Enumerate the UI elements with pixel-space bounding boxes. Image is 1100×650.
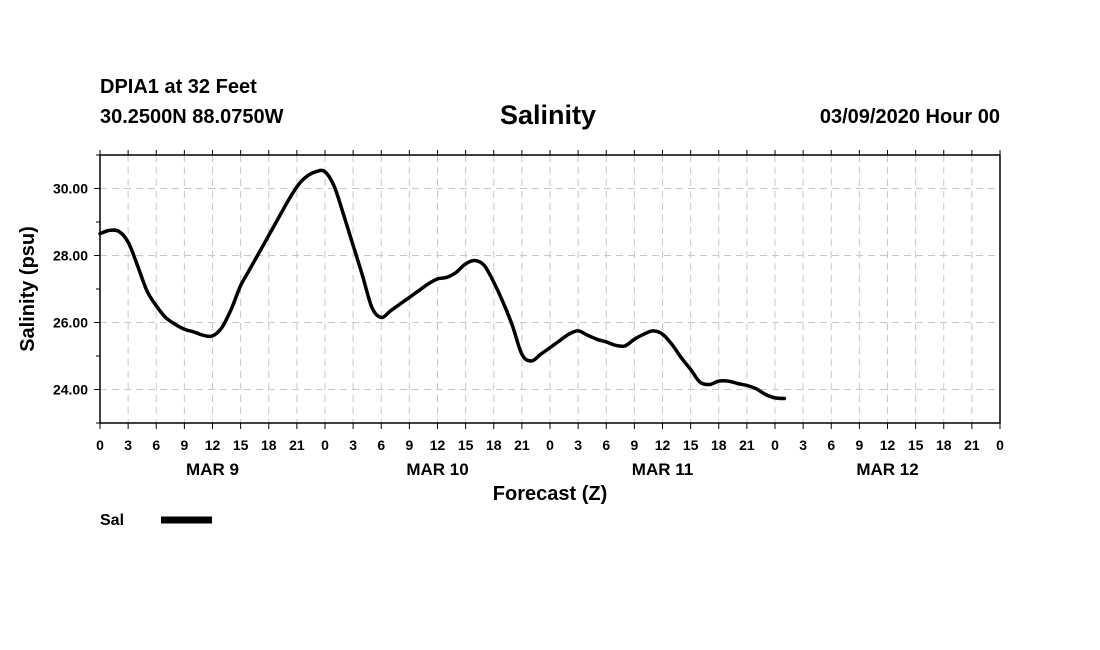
x-tick-label: 15 — [458, 437, 474, 453]
x-tick-label: 0 — [546, 437, 554, 453]
day-label: MAR 12 — [856, 460, 918, 479]
x-tick-label: 18 — [261, 437, 277, 453]
coordinates-label: 30.2500N 88.0750W — [100, 106, 284, 128]
x-tick-label: 21 — [739, 437, 755, 453]
plot-frame — [99, 154, 1001, 424]
series-layer — [98, 168, 787, 401]
x-tick-label: 15 — [683, 437, 699, 453]
x-tick-label: 18 — [486, 437, 502, 453]
chart-title: Salinity — [500, 100, 597, 130]
y-tick-label: 24.00 — [53, 382, 88, 398]
y-tick-label: 28.00 — [53, 248, 88, 264]
forecast-datetime: 03/09/2020 Hour 00 — [819, 106, 1000, 128]
station-label: DPIA1 at 32 Feet — [100, 76, 257, 98]
x-tick-labels: 0 3 6 9 12 15 18 21 0 3 6 9 12 15 18 21 0 3 6 9 12 15 18 21 0 3 6 9… — [96, 437, 1004, 453]
x-tick-label: 9 — [855, 437, 863, 453]
x-tick-label: 3 — [574, 437, 582, 453]
x-tick-label: 9 — [630, 437, 638, 453]
y-tick-labels: 24.00 26.00 28.00 30.00 — [53, 181, 88, 398]
x-tick-label: 0 — [96, 437, 104, 453]
x-tick-label: 9 — [405, 437, 413, 453]
x-tick-label: 6 — [377, 437, 385, 453]
x-tick-label: 0 — [996, 437, 1004, 453]
y-tick-label: 26.00 — [53, 315, 88, 331]
legend-label: Sal — [100, 512, 124, 529]
x-tick-label: 12 — [655, 437, 671, 453]
x-tick-label: 12 — [880, 437, 896, 453]
day-label: MAR 11 — [632, 460, 693, 479]
x-tick-label: 21 — [514, 437, 530, 453]
x-tick-label: 18 — [711, 437, 727, 453]
x-tick-label: 6 — [827, 437, 835, 453]
x-tick-label: 12 — [430, 437, 446, 453]
x-tick-label: 6 — [152, 437, 160, 453]
day-label: MAR 9 — [186, 460, 239, 479]
x-axis-title: Forecast (Z) — [493, 483, 607, 505]
x-tick-label: 0 — [321, 437, 329, 453]
x-tick-label: 3 — [349, 437, 357, 453]
x-tick-label: 21 — [964, 437, 980, 453]
x-tick-label: 9 — [180, 437, 188, 453]
x-tick-label: 3 — [799, 437, 807, 453]
x-tick-label: 3 — [124, 437, 132, 453]
x-tick-label: 12 — [205, 437, 221, 453]
x-tick-label: 21 — [289, 437, 305, 453]
day-labels: MAR 9 MAR 10 MAR 11 MAR 12 — [186, 460, 919, 479]
x-tick-label: 18 — [936, 437, 952, 453]
x-tick-label: 0 — [771, 437, 779, 453]
series-line-sal — [98, 168, 787, 401]
chart-grid — [100, 155, 1000, 423]
y-tick-label: 30.00 — [53, 181, 88, 197]
axis-ticks — [94, 150, 1001, 429]
y-axis-title: Salinity (psu) — [17, 226, 39, 352]
x-tick-label: 15 — [233, 437, 249, 453]
x-tick-label: 15 — [908, 437, 924, 453]
day-label: MAR 10 — [406, 460, 468, 479]
x-tick-label: 6 — [602, 437, 610, 453]
